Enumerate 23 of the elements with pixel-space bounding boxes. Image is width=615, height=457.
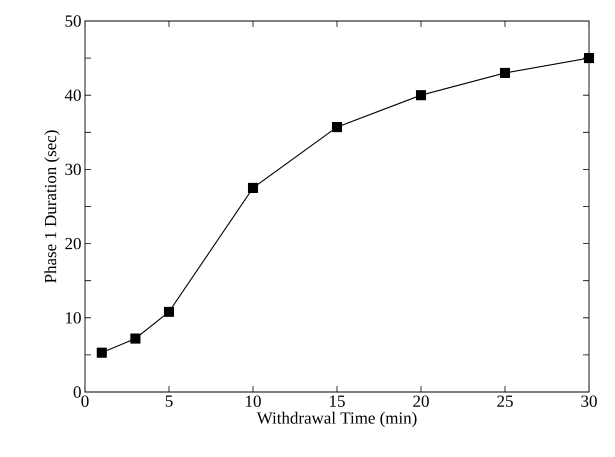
x-tick-label: 20	[413, 396, 429, 407]
point	[332, 122, 342, 132]
y-tick-label: 20	[65, 238, 81, 250]
point	[130, 334, 140, 344]
y-tick-label: 50	[66, 15, 81, 27]
x-tick-label: 30	[581, 396, 597, 407]
x-tick-label: 10	[246, 396, 261, 407]
y-tick-label: 0	[74, 386, 81, 398]
x-tick-label: 0	[81, 396, 89, 407]
x-tick-label: 15	[330, 396, 345, 407]
point	[96, 348, 107, 358]
x-axis-title: Withdrawal Time (min)	[256, 412, 417, 428]
x-tick-label: 25	[497, 396, 513, 407]
y-tick-label: 30	[65, 164, 81, 176]
point	[248, 182, 258, 193]
point	[416, 90, 426, 100]
y-tick-label: 40	[64, 89, 81, 101]
x-tick-label: 5	[166, 396, 173, 407]
point	[164, 306, 174, 317]
point	[500, 68, 510, 78]
y-axis-title: Phase 1 Duration (sec)	[44, 130, 60, 283]
y-tick-label: 10	[66, 312, 81, 324]
point	[584, 53, 594, 64]
